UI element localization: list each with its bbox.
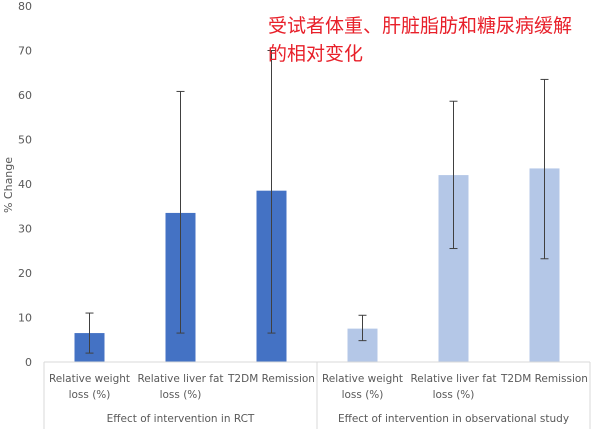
- x-tick-label: Relative weight: [322, 373, 403, 385]
- x-tick-label: T2DM Remission: [227, 373, 315, 385]
- y-tick-label: 70: [18, 45, 32, 58]
- group-labels: Effect of intervention in RCT Effect of i…: [107, 413, 569, 425]
- x-tick-label: loss (%): [160, 389, 202, 401]
- x-tick-label: loss (%): [342, 389, 384, 401]
- x-tick-label: loss (%): [433, 389, 475, 401]
- y-tick-label: 30: [18, 223, 32, 236]
- y-axis: 0 10 20 30 40 50 60 70 80: [18, 0, 32, 369]
- error-bars: [85, 50, 549, 354]
- x-tick-label: Relative liver fat: [410, 373, 496, 385]
- group-label: Effect of intervention in observational …: [338, 413, 569, 425]
- group-label: Effect of intervention in RCT: [107, 413, 255, 425]
- y-tick-label: 40: [18, 178, 32, 191]
- y-tick-label: 20: [18, 267, 32, 280]
- y-tick-label: 60: [18, 89, 32, 102]
- x-tick-label: loss (%): [69, 389, 111, 401]
- x-axis: [43, 361, 591, 429]
- y-tick-label: 50: [18, 134, 32, 147]
- y-tick-label: 80: [18, 0, 32, 13]
- bars: [74, 168, 560, 362]
- x-tick-label: Relative liver fat: [137, 373, 223, 385]
- y-axis-label: % Change: [2, 157, 15, 213]
- x-tick-label: Relative weight: [49, 373, 130, 385]
- y-tick-label: 10: [18, 312, 32, 325]
- chart-title: 受试者体重、肝脏脂肪和糖尿病缓解的相对变化: [268, 15, 573, 65]
- category-labels: Relative weight loss (%) Relative liver fa…: [49, 373, 588, 401]
- y-tick-label: 0: [25, 356, 32, 369]
- x-tick-label: T2DM Remission: [500, 373, 588, 385]
